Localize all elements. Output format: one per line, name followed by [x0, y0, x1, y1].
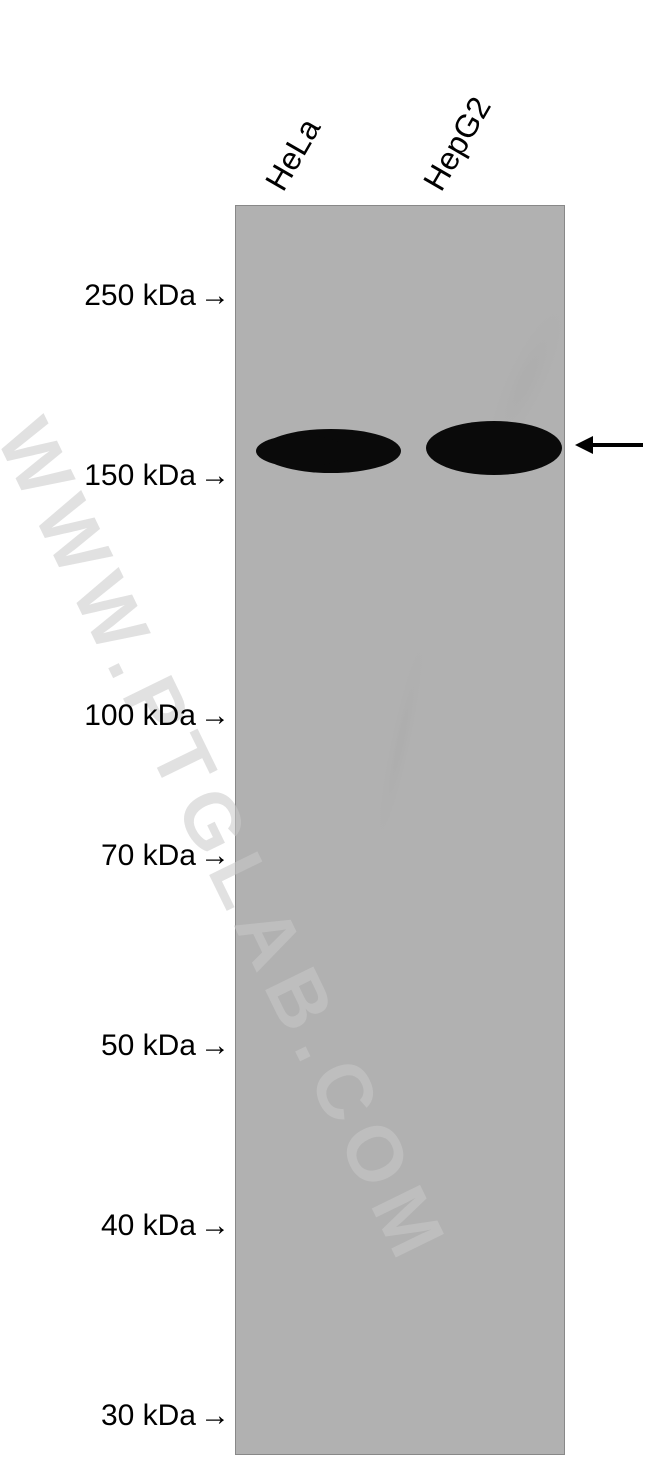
marker-text: 250 kDa: [84, 279, 196, 312]
target-arrow-icon: [575, 430, 643, 460]
band-hela: [246, 421, 401, 481]
lane-label-hepg2: HepG2: [416, 91, 499, 197]
marker-text: 150 kDa: [84, 459, 196, 492]
marker-arrow-icon: →: [200, 459, 230, 493]
marker-100: 100 kDa→: [84, 699, 230, 733]
figure-root: WWW.PTGLAB.COM HeLa HepG2 250 kDa→ 150 k…: [0, 0, 650, 1467]
marker-arrow-icon: →: [200, 1029, 230, 1063]
marker-text: 30 kDa: [101, 1399, 196, 1432]
marker-text: 100 kDa: [84, 699, 196, 732]
lane-label-hela: HeLa: [258, 112, 328, 197]
marker-50: 50 kDa→: [101, 1029, 230, 1063]
marker-arrow-icon: →: [200, 699, 230, 733]
marker-40: 40 kDa→: [101, 1209, 230, 1243]
membrane-smudge: [370, 641, 431, 841]
marker-arrow-icon: →: [200, 839, 230, 873]
marker-30: 30 kDa→: [101, 1399, 230, 1433]
marker-arrow-icon: →: [200, 1399, 230, 1433]
marker-70: 70 kDa→: [101, 839, 230, 873]
blot-membrane: [235, 205, 565, 1455]
band-hepg2: [416, 414, 566, 482]
marker-150: 150 kDa→: [84, 459, 230, 493]
marker-arrow-icon: →: [200, 279, 230, 313]
marker-arrow-icon: →: [200, 1209, 230, 1243]
marker-250: 250 kDa→: [84, 279, 230, 313]
marker-text: 50 kDa: [101, 1029, 196, 1062]
marker-text: 70 kDa: [101, 839, 196, 872]
marker-text: 40 kDa: [101, 1209, 196, 1242]
